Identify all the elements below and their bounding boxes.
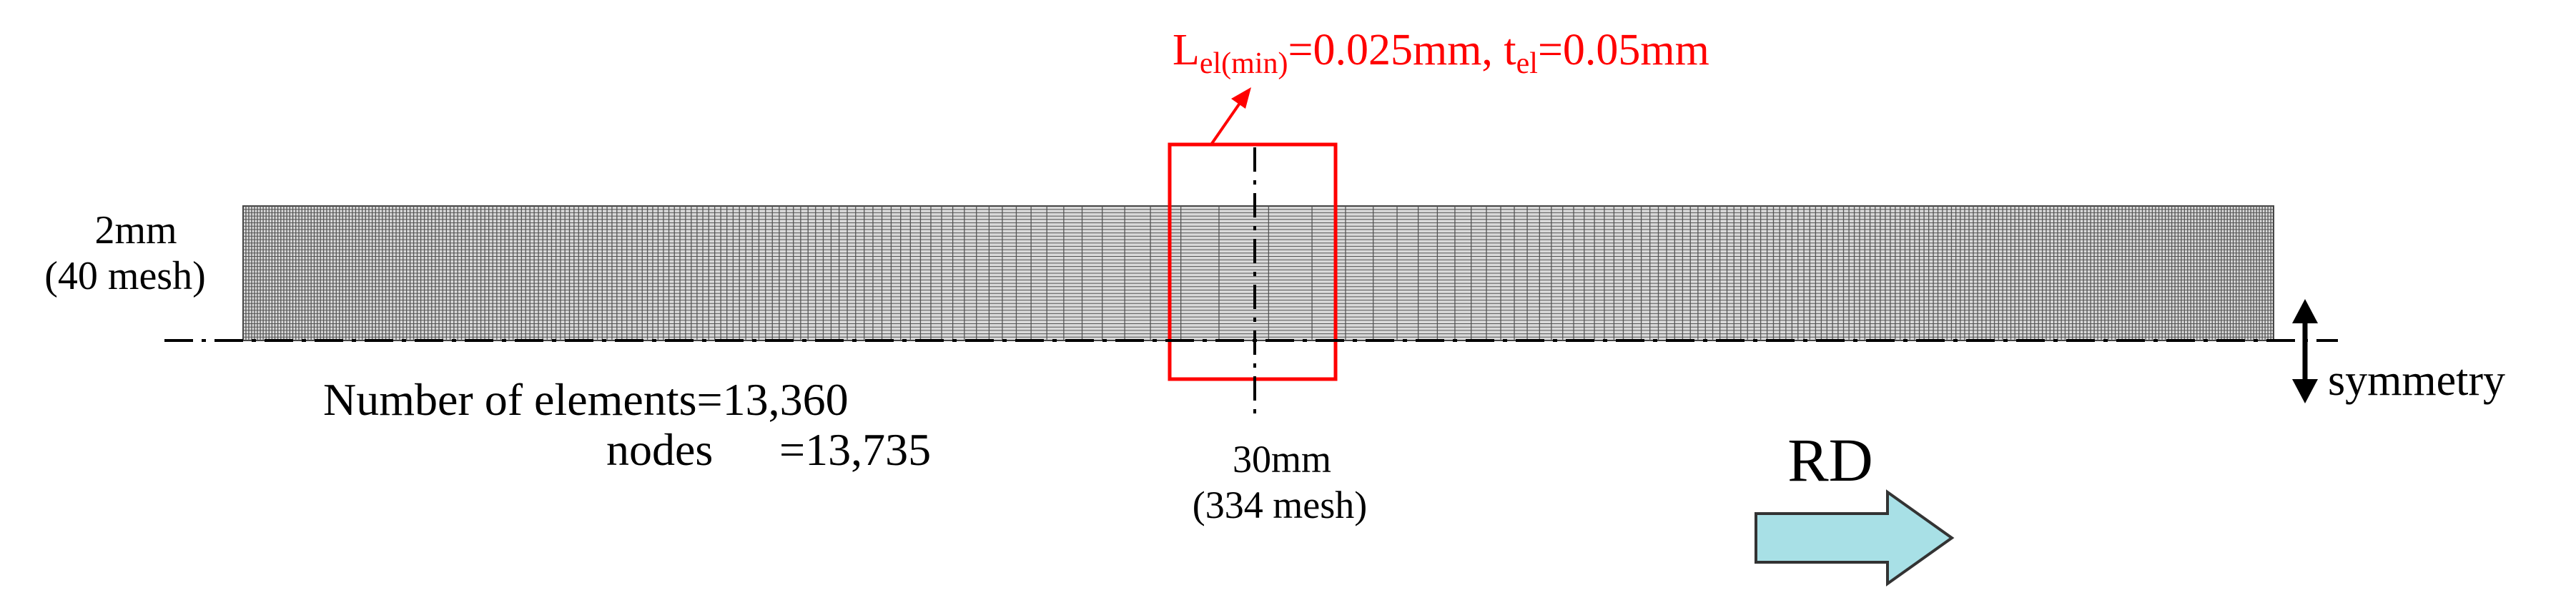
thickness-mesh: (40 mesh) [44, 254, 206, 298]
thickness-value: 2mm [94, 208, 177, 253]
annotation-pointer-arrow [1210, 87, 1251, 146]
fe-mesh-strip [242, 205, 2274, 341]
length-mesh: (334 mesh) [1193, 484, 1367, 526]
element-count: Number of elements=13,360 [323, 374, 849, 425]
element-size-annotation: Lel(min)=0.025mm, tel=0.05mm [1173, 26, 1709, 80]
length-value: 30mm [1233, 438, 1331, 481]
symmetry-label: symmetry [2328, 356, 2505, 405]
l-value: =0.025mm, [1288, 26, 1504, 74]
node-count-label: nodes [606, 424, 713, 475]
mesh-vertical-lines [245, 206, 2271, 340]
rolling-direction-arrow-icon [1755, 489, 1955, 587]
l-subscript: el(min) [1200, 47, 1288, 80]
l-symbol: L [1173, 26, 1200, 74]
rolling-direction-label: RD [1787, 426, 1872, 494]
t-symbol: t [1504, 26, 1516, 74]
refined-zone-box [1168, 142, 1338, 381]
symmetry-double-arrow-icon [2292, 299, 2318, 403]
node-count-value: =13,735 [779, 424, 931, 475]
mesh-horizontal-lines [243, 209, 2274, 338]
t-value: =0.05mm [1538, 26, 1709, 74]
t-subscript: el [1516, 47, 1538, 80]
